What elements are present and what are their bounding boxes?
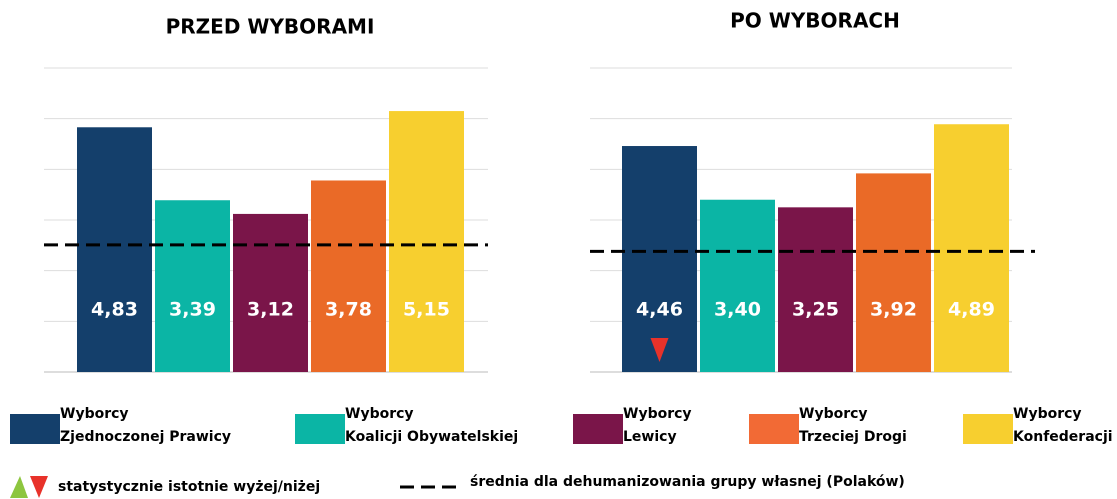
value-label: 4,89 <box>948 299 995 321</box>
bar <box>389 111 464 373</box>
value-label: 3,92 <box>870 299 917 321</box>
bar <box>778 207 853 372</box>
bar <box>700 199 775 372</box>
value-label: 3,40 <box>714 299 761 321</box>
value-label: 3,78 <box>325 299 372 321</box>
legend-label: Wyborcy <box>1013 406 1082 422</box>
value-label: 4,46 <box>636 299 683 321</box>
bar <box>934 124 1009 373</box>
down-triangle-icon <box>30 476 48 498</box>
legend-label: Trzeciej Drogi <box>799 429 907 445</box>
legend-swatch <box>295 414 345 444</box>
significance-marker <box>650 338 669 362</box>
legend-label: Wyborcy <box>799 406 868 422</box>
significance-legend: statystycznie istotnie wyżej/niżej <box>58 479 320 495</box>
value-label: 3,39 <box>169 299 216 321</box>
value-label: 5,15 <box>403 299 450 321</box>
value-label: 3,12 <box>247 299 294 321</box>
up-triangle-icon <box>10 476 28 498</box>
legend-swatch <box>963 414 1013 444</box>
mean-legend: średnia dla dehumanizowania grupy własne… <box>470 474 905 490</box>
legend-label: Koalicji Obywatelskiej <box>345 429 518 445</box>
chart-title: PRZED WYBORAMI <box>166 15 375 39</box>
bar <box>155 200 230 372</box>
legend-label: Wyborcy <box>60 406 129 422</box>
legend-label: Konfederacji <box>1013 429 1113 445</box>
bar <box>856 173 931 372</box>
legend-label: Wyborcy <box>623 406 692 422</box>
value-label: 4,83 <box>91 299 138 321</box>
legend-label: Lewicy <box>623 429 677 445</box>
legend-label: Zjednoczonej Prawicy <box>60 429 231 445</box>
legend-label: Wyborcy <box>345 406 414 422</box>
legend-swatch <box>573 414 623 444</box>
chart-title: PO WYBORACH <box>730 9 900 33</box>
bar <box>311 180 386 372</box>
legend-swatch <box>10 414 60 444</box>
bar <box>77 127 152 372</box>
value-label: 3,25 <box>792 299 839 321</box>
legend-swatch <box>749 414 799 444</box>
bar <box>233 213 308 372</box>
bar <box>622 146 697 372</box>
